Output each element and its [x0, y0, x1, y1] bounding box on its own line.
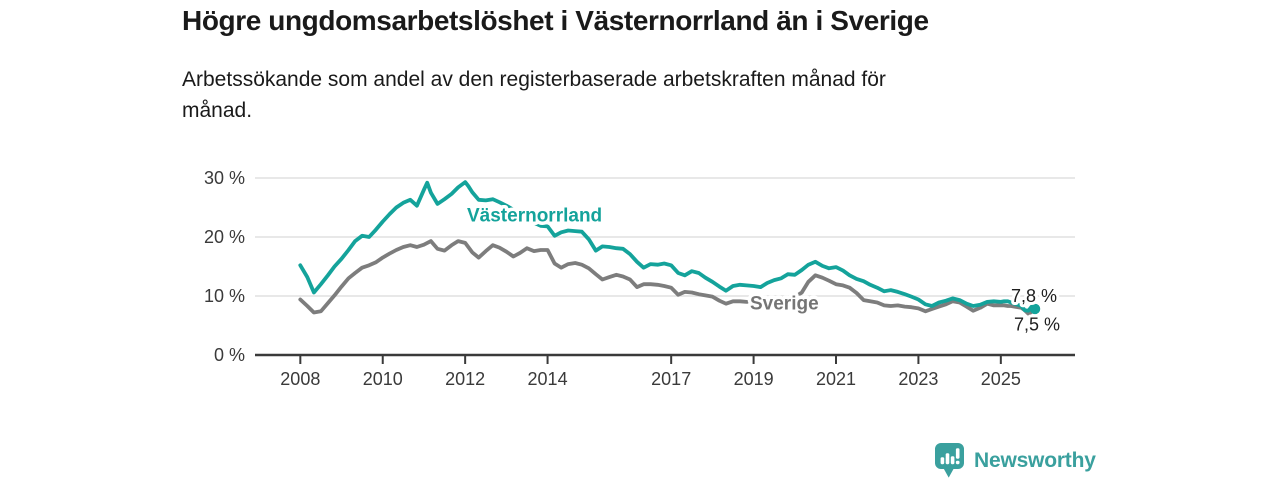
labels-group: Västernorrland 7,8 % Sverige 7,5 %: [464, 202, 1064, 338]
y-tick-label-20: 20 %: [204, 227, 245, 247]
y-tick-label-30: 30 %: [204, 168, 245, 188]
end-value-label-sverige: 7,5 %: [1014, 315, 1060, 335]
x-tick-label-2023: 2023: [898, 369, 938, 389]
logo-exclamation-bar: [955, 448, 960, 459]
newsworthy-logo-icon: [935, 443, 964, 478]
x-tick-label-2017: 2017: [651, 369, 691, 389]
y-tick-label-10: 10 %: [204, 286, 245, 306]
x-tick-label-2019: 2019: [734, 369, 774, 389]
gridlines-group: [255, 177, 1075, 297]
x-tick-label-2025: 2025: [981, 369, 1021, 389]
x-tick-label-2014: 2014: [528, 369, 568, 389]
chart-title: Högre ungdomsarbetslöshet i Västernorrla…: [182, 5, 929, 36]
series-label-sverige: Sverige: [750, 294, 819, 315]
logo-bar-2: [945, 453, 950, 465]
axis-group: 0 % 10 % 20 % 30 % 2008 2010 2012 2014 2017 2019 2…: [204, 168, 1075, 389]
end-value-label-västernorrland: 7,8 %: [1011, 286, 1057, 306]
x-tick-label-2010: 2010: [363, 369, 403, 389]
brand-name: Newsworthy: [974, 448, 1096, 472]
chart-subtitle: Arbetssökande som andel av den registerb…: [182, 68, 886, 122]
series-end-dot-västernorrland: [1029, 303, 1041, 315]
y-tick-label-0: 0 %: [214, 345, 245, 365]
x-tick-label-2008: 2008: [280, 369, 320, 389]
logo-exclamation-dot: [955, 460, 960, 465]
brand-footer: Newsworthy: [934, 442, 1096, 479]
series-line-sverige: [298, 239, 1037, 316]
series-label-västernorrland: Västernorrland: [467, 206, 602, 227]
series-line-västernorrland: [298, 180, 1037, 313]
x-tick-label-2012: 2012: [445, 369, 485, 389]
logo-bar-3: [950, 456, 955, 465]
speech-bubble-shape: [935, 443, 964, 478]
logo-bar-1: [940, 457, 945, 465]
series-lines-group: [298, 180, 1041, 316]
x-tick-label-2021: 2021: [816, 369, 856, 389]
